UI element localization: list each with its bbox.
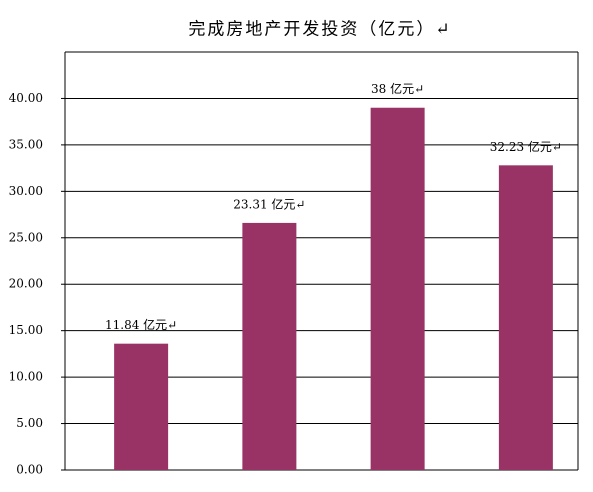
y-tick-label: 30.00 <box>9 184 43 198</box>
y-tick-label: 10.00 <box>9 370 43 384</box>
bar <box>114 343 169 470</box>
chart-title: 完成房地产开发投资（亿元）↵ <box>188 20 451 40</box>
bar <box>370 107 425 470</box>
y-tick-label: 25.00 <box>9 230 43 244</box>
bar <box>498 165 553 470</box>
y-tick-label: 20.00 <box>9 277 43 291</box>
y-tick-label: 5.00 <box>16 416 43 430</box>
bar-annotation: 32.23 亿元↵ <box>490 139 562 154</box>
bar-annotation: 11.84 亿元↵ <box>105 317 177 332</box>
y-tick-label: 40.00 <box>9 91 43 105</box>
bar <box>242 222 297 470</box>
bar-annotation: 23.31 亿元↵ <box>233 196 305 211</box>
y-tick-label: 15.00 <box>9 323 43 337</box>
y-tick-label: 0.00 <box>16 463 43 477</box>
bar-annotation: 38 亿元↵ <box>371 81 424 96</box>
y-tick-label: 35.00 <box>9 137 43 151</box>
